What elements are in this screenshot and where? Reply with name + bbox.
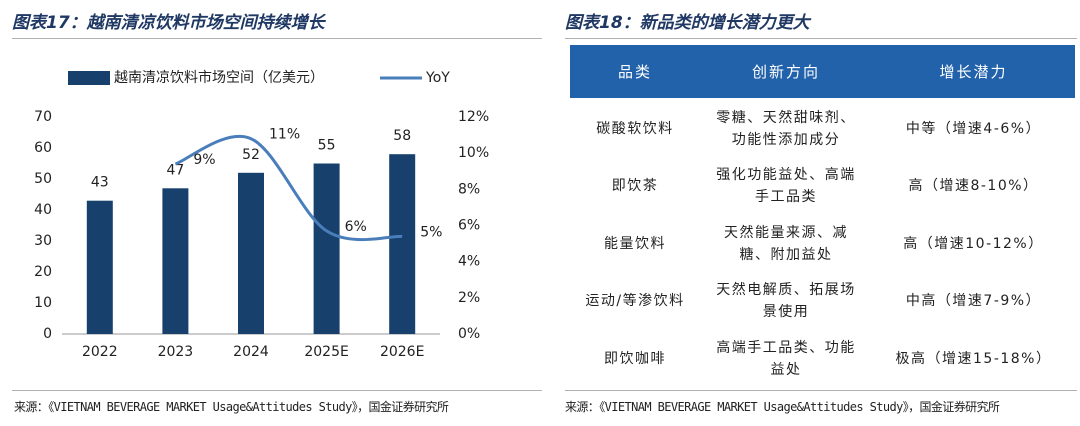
table-header-cell: 品类 [570, 45, 700, 98]
legend-label: 越南清凉饮料市场空间（亿美元） [114, 69, 324, 86]
table-cell: 碳酸软饮料 [596, 120, 674, 137]
y2-tick-label: 4% [458, 254, 480, 270]
table-cell: 天然电解质、拓展场景使用 [716, 282, 856, 320]
line [174, 135, 403, 242]
table-header-cell: 增长潜力 [872, 45, 1075, 98]
y-tick-label: 0 [43, 326, 52, 342]
table-cell: 强化功能益处、高端手工品类 [716, 167, 856, 205]
table-cell: 高（增速10-12%） [903, 235, 1044, 252]
table-cell: 运动/等渗饮料 [585, 293, 685, 309]
y-tick-label: 40 [34, 202, 52, 218]
y2-tick-label: 0% [458, 326, 480, 342]
legend-label: YoY [425, 70, 450, 86]
y-tick-label: 10 [34, 295, 52, 311]
y-tick-label: 50 [34, 171, 52, 187]
bar [162, 188, 189, 334]
bar-value-label: 52 [242, 147, 260, 163]
source-rule [12, 390, 542, 391]
y-tick-label: 30 [34, 233, 52, 249]
x-tick-label: 2022 [82, 344, 118, 360]
table-cell: 即饮茶 [611, 178, 659, 194]
line-value-label: 9% [193, 152, 215, 168]
line-value-label: 11% [269, 127, 300, 143]
bar [389, 154, 416, 334]
figure-title: 图表18：新品类的增长潜力更大 [565, 13, 810, 33]
bar [238, 172, 264, 334]
y2-tick-label: 8% [458, 181, 480, 197]
table-cell: 中等（增速4-6%） [905, 120, 1042, 137]
bar-value-label: 55 [318, 138, 336, 154]
table-cell: 极高（增速15-18%） [895, 350, 1052, 367]
y2-tick-label: 6% [458, 218, 480, 234]
y-tick-label: 60 [34, 140, 52, 156]
bar [86, 200, 113, 334]
table-cell: 天然能量来源、减糖、附加益处 [724, 224, 848, 263]
title-rule [12, 38, 542, 39]
y2-tick-label: 2% [458, 290, 480, 306]
y2-tick-label: 10% [458, 145, 489, 161]
title-rule [565, 38, 1077, 39]
source: 来源：《VIETNAM BEVERAGE MARKET Usage&Attitu… [565, 400, 1000, 414]
x-tick-label: 2026E [380, 344, 424, 360]
bar-value-label: 58 [393, 128, 411, 144]
table-header-cell: 创新方向 [700, 45, 872, 98]
source: 来源：《VIETNAM BEVERAGE MARKET Usage&Attitu… [14, 400, 449, 414]
y2-tick-label: 12% [458, 109, 489, 125]
source-rule [565, 390, 1077, 391]
line-value-label: 5% [420, 224, 442, 240]
bar-value-label: 43 [91, 175, 109, 191]
legend-swatch [68, 71, 110, 85]
y-tick-label: 20 [34, 264, 52, 280]
table-cell: 中高（增速7-9%） [905, 293, 1042, 309]
x-tick-label: 2024 [233, 344, 269, 360]
x-tick-label: 2025E [304, 344, 348, 360]
table-cell: 能量饮料 [604, 235, 666, 252]
table-cell: 零糖、天然甜味剂、功能性添加成分 [716, 109, 856, 148]
bar [313, 163, 340, 334]
table-cell: 高（增速8-10%） [908, 178, 1039, 194]
x-tick-label: 2023 [158, 344, 194, 360]
figure-title: 图表17：越南清凉饮料市场空间持续增长 [12, 13, 325, 33]
bar-value-label: 47 [166, 162, 184, 178]
chart: 0 10 20 30 40 50 60 70 0% 2% 4% 6% 8% 10% 12% 2022 2023 2… [34, 69, 489, 360]
table-cell: 即饮咖啡 [604, 350, 666, 367]
line-value-label: 6% [345, 219, 367, 235]
table-cell: 高端手工品类、功能益处 [716, 339, 856, 378]
y-tick-label: 70 [34, 109, 52, 125]
